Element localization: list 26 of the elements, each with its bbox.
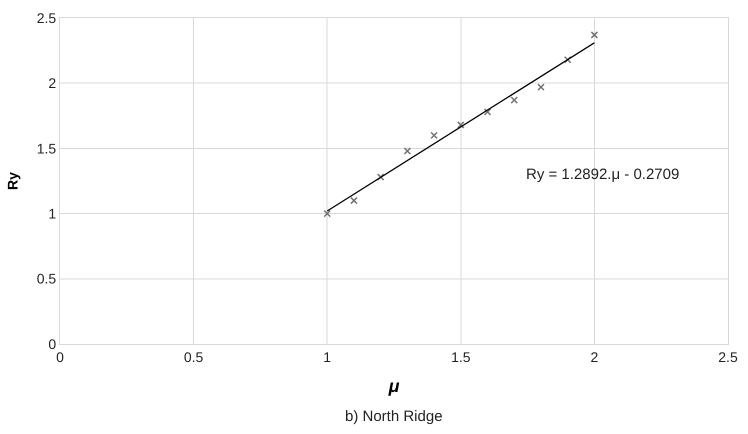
y-tick-label: 2 xyxy=(48,75,56,92)
point xyxy=(323,210,331,218)
point xyxy=(590,31,598,39)
point xyxy=(564,56,572,64)
x-axis-title: μ xyxy=(388,376,400,396)
point xyxy=(350,196,358,204)
point xyxy=(510,96,518,104)
x-tick-label: 1.5 xyxy=(451,348,471,365)
annotation: Ry = 1.2892.μ - 0.2709 xyxy=(526,166,680,183)
x-tick-label: 2 xyxy=(590,348,598,365)
x-tick-label: 1 xyxy=(323,348,332,365)
y-tick-label: 1.5 xyxy=(36,140,56,156)
y-tick-label: 0.5 xyxy=(36,270,56,287)
x-tick-label: 0.5 xyxy=(184,348,204,365)
y-axis-title: Ry xyxy=(4,172,20,190)
y-tick-label: 0 xyxy=(48,336,56,352)
point xyxy=(537,83,545,91)
y-tick-label: 1 xyxy=(48,206,56,222)
x-tick-label: 2.5 xyxy=(718,348,738,365)
y-tick-label: 2.5 xyxy=(36,10,56,26)
point xyxy=(404,147,412,155)
point xyxy=(457,121,465,129)
text: b) North Ridge xyxy=(345,408,443,425)
point xyxy=(484,108,492,116)
point xyxy=(430,132,438,140)
point xyxy=(376,173,384,181)
